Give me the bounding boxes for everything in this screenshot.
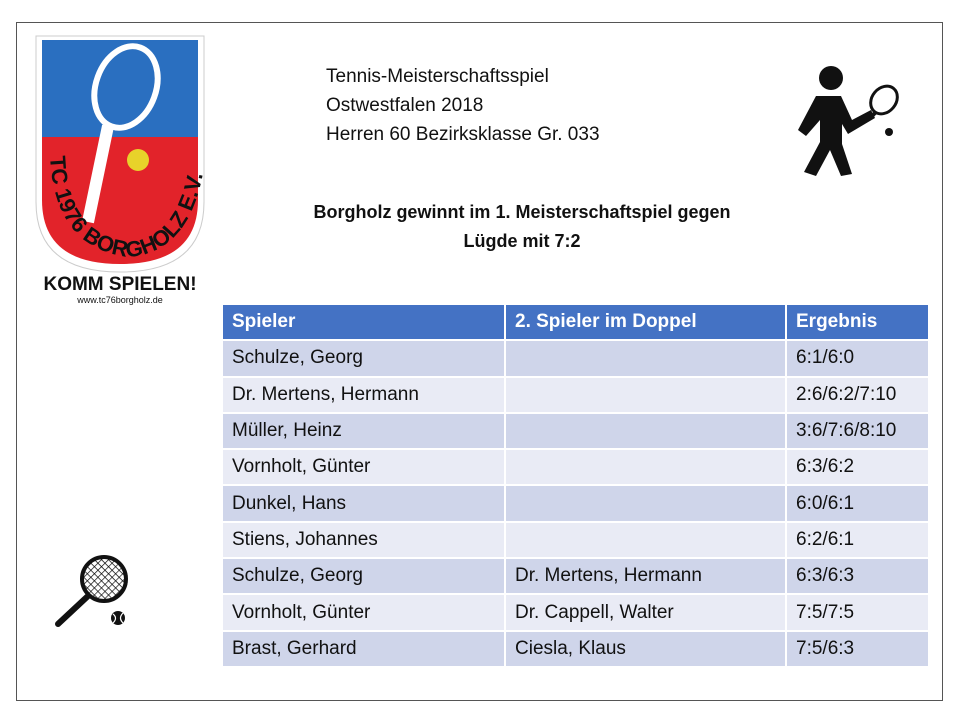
column-header: 2. Spieler im Doppel (504, 302, 787, 342)
player-icon (798, 66, 899, 176)
table-cell: Müller, Heinz (221, 411, 506, 451)
table-cell: Brast, Gerhard (221, 629, 506, 668)
table-cell: 6:0/6:1 (785, 484, 930, 523)
table-row: Schulze, Georg Dr. Mertens, Hermann 6:3/6:… (221, 557, 930, 596)
shield-red (42, 137, 198, 264)
table-cell: Schulze, Georg (221, 339, 506, 378)
logo-url: www.tc76borgholz.de (76, 295, 163, 305)
table-cell (504, 520, 787, 560)
table-cell: Stiens, Johannes (221, 520, 506, 560)
header-line: Herren 60 Bezirksklasse Gr. 033 (326, 124, 600, 145)
table-row: Müller, Heinz 3:6/7:6/8:10 (221, 411, 930, 451)
racket-head (91, 43, 161, 131)
ball (127, 149, 149, 171)
table-cell: 2:6/6:2/7:10 (785, 375, 930, 414)
header-line: Tennis-Meisterschaftsspiel (326, 66, 549, 87)
table-cell: Dr. Mertens, Hermann (504, 557, 787, 596)
table-cell: 6:3/6:2 (785, 448, 930, 487)
table-cell: Ciesla, Klaus (504, 629, 787, 668)
column-header: Ergebnis (785, 302, 930, 342)
table-row: Vornholt, Günter 6:3/6:2 (221, 448, 930, 487)
table-cell: Schulze, Georg (221, 557, 506, 596)
headline-line: Lügde mit 7:2 (463, 231, 581, 251)
table-cell (504, 484, 787, 523)
table-cell: Dr. Cappell, Walter (504, 593, 787, 632)
results-table: Spieler 2. Spieler im Doppel Ergebnis Schu… (221, 302, 930, 668)
table-cell (504, 375, 787, 414)
logo-slogan: KOMM SPIELEN! (43, 274, 196, 295)
header-line: Ostwestfalen 2018 (326, 95, 484, 116)
table-cell (504, 411, 787, 451)
table-row: Schulze, Georg 6:1/6:0 (221, 339, 930, 378)
table-cell (504, 339, 787, 378)
table-cell: 7:5/6:3 (785, 629, 930, 668)
table-cell: 3:6/7:6/8:10 (785, 411, 930, 451)
table-cell: Vornholt, Günter (221, 448, 506, 487)
table-row: Stiens, Johannes 6:2/6:1 (221, 520, 930, 560)
racket-icon (55, 555, 128, 627)
racket-handle (82, 124, 114, 224)
table-row: Vornholt, Günter Dr. Cappell, Walter 7:5/7… (221, 593, 930, 632)
table-cell: 7:5/7:5 (785, 593, 930, 632)
table-cell (504, 448, 787, 487)
headline-line: Borgholz gewinnt im 1. Meisterschaftspie… (313, 202, 731, 222)
slide-frame (16, 22, 943, 701)
table-cell: 6:1/6:0 (785, 339, 930, 378)
column-header: Spieler (221, 302, 506, 342)
table-row: Dr. Mertens, Hermann 2:6/6:2/7:10 (221, 375, 930, 414)
shield-blue (42, 40, 198, 137)
club-logo: TC 1976 BORGHOLZ E.V. KOMM SPIELEN! www.… (35, 35, 208, 305)
table-cell: Vornholt, Günter (221, 593, 506, 632)
table-cell: Dr. Mertens, Hermann (221, 375, 506, 414)
table-cell: 6:2/6:1 (785, 520, 930, 560)
table-row: Brast, Gerhard Ciesla, Klaus 7:5/6:3 (221, 629, 930, 668)
table-header: Spieler 2. Spieler im Doppel Ergebnis (221, 302, 930, 342)
table-cell: 6:3/6:3 (785, 557, 930, 596)
table-row: Dunkel, Hans 6:0/6:1 (221, 484, 930, 523)
table-cell: Dunkel, Hans (221, 484, 506, 523)
